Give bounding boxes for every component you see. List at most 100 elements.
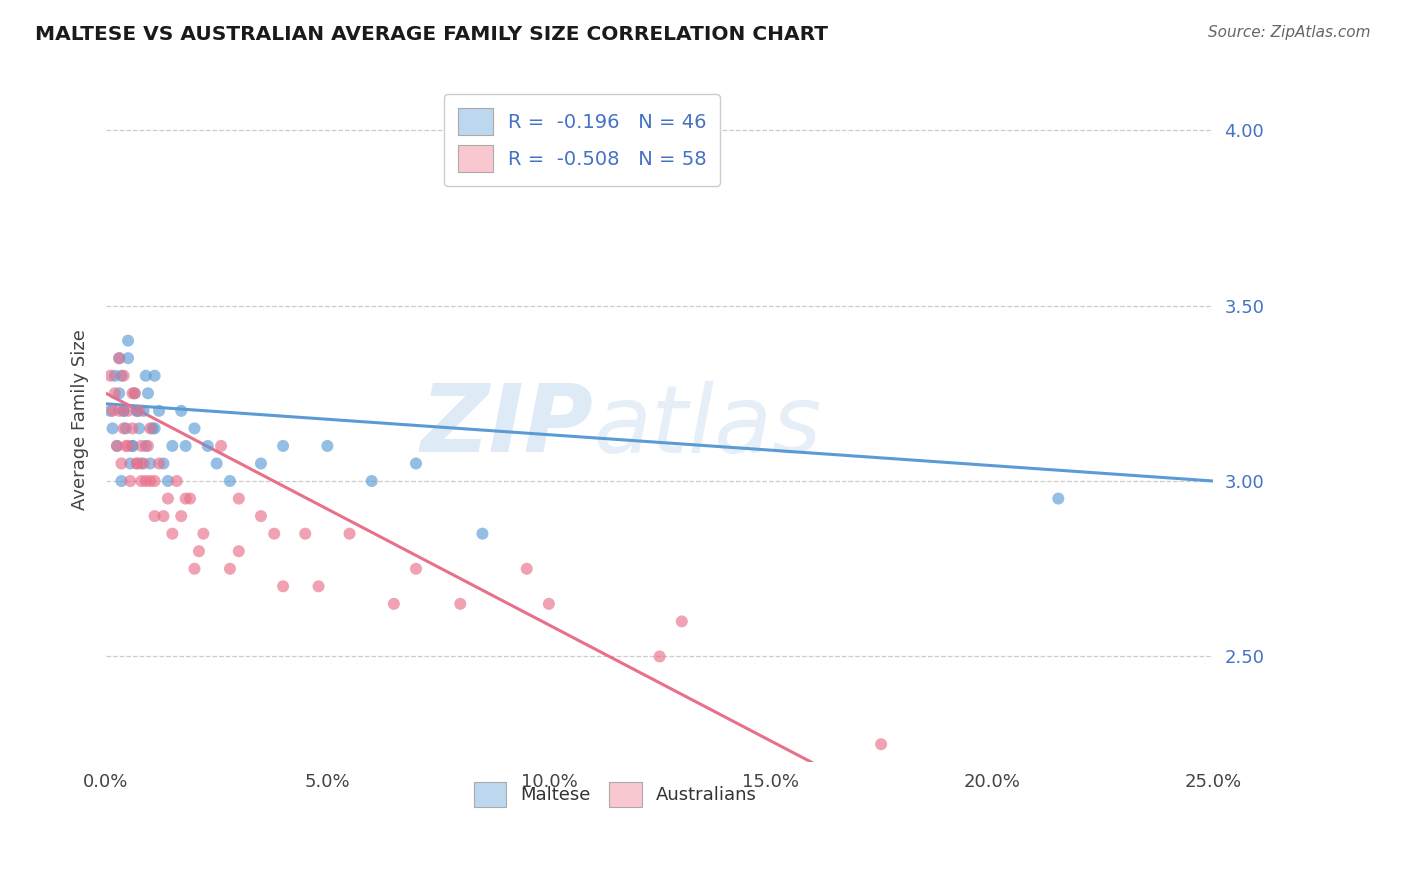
Point [537,597,560,611]
Point [131,474,153,488]
Point [110,368,132,383]
Point [271,579,294,593]
Point [135,474,157,488]
Y-axis label: Average Family Size: Average Family Size [72,329,89,510]
Point [125,457,148,471]
Point [360,474,382,488]
Point [148,457,170,471]
Point [105,439,128,453]
Point [183,421,205,435]
Point [143,509,166,524]
Point [263,526,285,541]
Point [132,457,155,471]
Point [135,368,157,383]
Point [193,526,215,541]
Point [228,491,250,506]
Point [135,439,157,453]
Point [170,509,193,524]
Point [125,457,148,471]
Point [139,457,162,471]
Point [104,368,127,383]
Point [170,404,193,418]
Point [108,351,131,366]
Point [98,368,121,383]
Point [108,351,131,366]
Point [308,579,330,593]
Point [131,439,153,453]
Point [405,562,427,576]
Point [115,421,138,435]
Point [382,597,405,611]
Point [219,474,242,488]
Point [125,404,148,418]
Point [131,457,153,471]
Point [128,404,150,418]
Point [125,404,148,418]
Point [124,386,146,401]
Point [143,368,166,383]
Point [671,615,693,629]
Point [115,439,138,453]
Point [143,474,166,488]
Point [183,562,205,576]
Point [139,474,162,488]
Point [162,439,184,453]
Point [104,386,127,401]
Point [516,562,538,576]
Point [117,404,139,418]
Point [209,439,232,453]
Point [1047,491,1070,506]
Point [294,526,316,541]
Point [101,404,124,418]
Point [117,334,139,348]
Point [110,457,132,471]
Point [179,491,201,506]
Point [139,421,162,435]
Point [197,439,219,453]
Point [120,457,142,471]
Point [121,439,143,453]
Point [339,526,361,541]
Point [136,386,159,401]
Point [166,474,188,488]
Point [141,421,163,435]
Legend: Maltese, Australians: Maltese, Australians [467,774,763,814]
Point [121,439,143,453]
Point [110,474,132,488]
Point [648,649,671,664]
Point [112,404,135,418]
Point [205,457,228,471]
Point [112,368,135,383]
Point [98,404,121,418]
Point [112,404,135,418]
Point [228,544,250,558]
Point [121,386,143,401]
Point [117,351,139,366]
Point [152,457,174,471]
Point [105,439,128,453]
Point [156,491,179,506]
Point [108,404,131,418]
Point [471,526,494,541]
Text: atlas: atlas [593,381,821,472]
Text: ZIP: ZIP [420,381,593,473]
Point [174,439,197,453]
Point [143,421,166,435]
Point [162,526,184,541]
Point [219,562,242,576]
Point [148,404,170,418]
Point [136,439,159,453]
Point [271,439,294,453]
Point [108,386,131,401]
Point [449,597,471,611]
Point [132,404,155,418]
Point [117,439,139,453]
Point [112,421,135,435]
Point [101,421,124,435]
Text: MALTESE VS AUSTRALIAN AVERAGE FAMILY SIZE CORRELATION CHART: MALTESE VS AUSTRALIAN AVERAGE FAMILY SIZ… [35,25,828,44]
Point [121,421,143,435]
Point [174,491,197,506]
Point [187,544,209,558]
Point [980,807,1002,822]
Point [316,439,339,453]
